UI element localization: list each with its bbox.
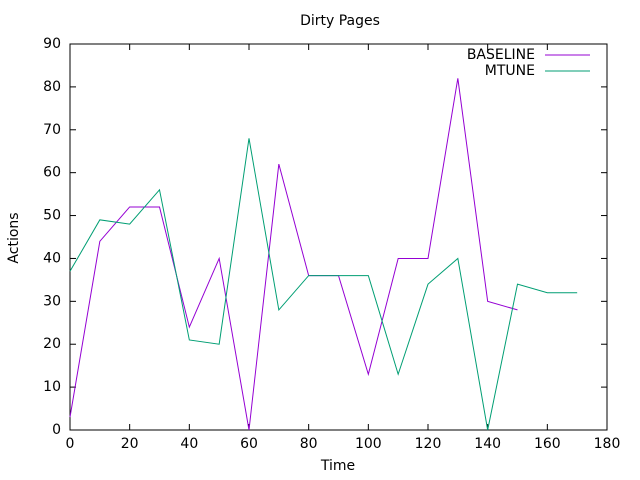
x-tick-label: 100	[355, 436, 382, 452]
x-tick-label: 60	[240, 436, 258, 452]
y-tick-label: 90	[43, 36, 61, 52]
series-line	[69, 78, 518, 431]
series-line	[69, 138, 578, 431]
y-tick-label: 40	[43, 250, 61, 266]
y-tick-label: 50	[43, 208, 61, 224]
y-tick-label: 10	[43, 379, 61, 395]
x-tick-label: 120	[415, 436, 442, 452]
x-tick-label: 80	[300, 436, 318, 452]
x-tick-label: 160	[534, 436, 561, 452]
x-tick-label: 140	[474, 436, 501, 452]
plot-frame	[69, 43, 608, 431]
y-tick-label: 20	[43, 336, 61, 352]
y-tick-label: 70	[43, 122, 61, 138]
x-tick-label: 180	[594, 436, 621, 452]
y-axis-label: Actions	[6, 212, 22, 263]
chart-title: Dirty Pages	[300, 13, 380, 29]
x-tick-label: 0	[66, 436, 75, 452]
y-tick-label: 0	[52, 422, 61, 438]
legend-label: BASELINE	[467, 47, 535, 63]
x-tick-label: 20	[121, 436, 139, 452]
legend-label: MTUNE	[485, 63, 535, 79]
y-tick-label: 60	[43, 165, 61, 181]
y-tick-label: 30	[43, 293, 61, 309]
x-axis-label: Time	[320, 458, 355, 474]
x-tick-label: 40	[180, 436, 198, 452]
y-tick-label: 80	[43, 79, 61, 95]
